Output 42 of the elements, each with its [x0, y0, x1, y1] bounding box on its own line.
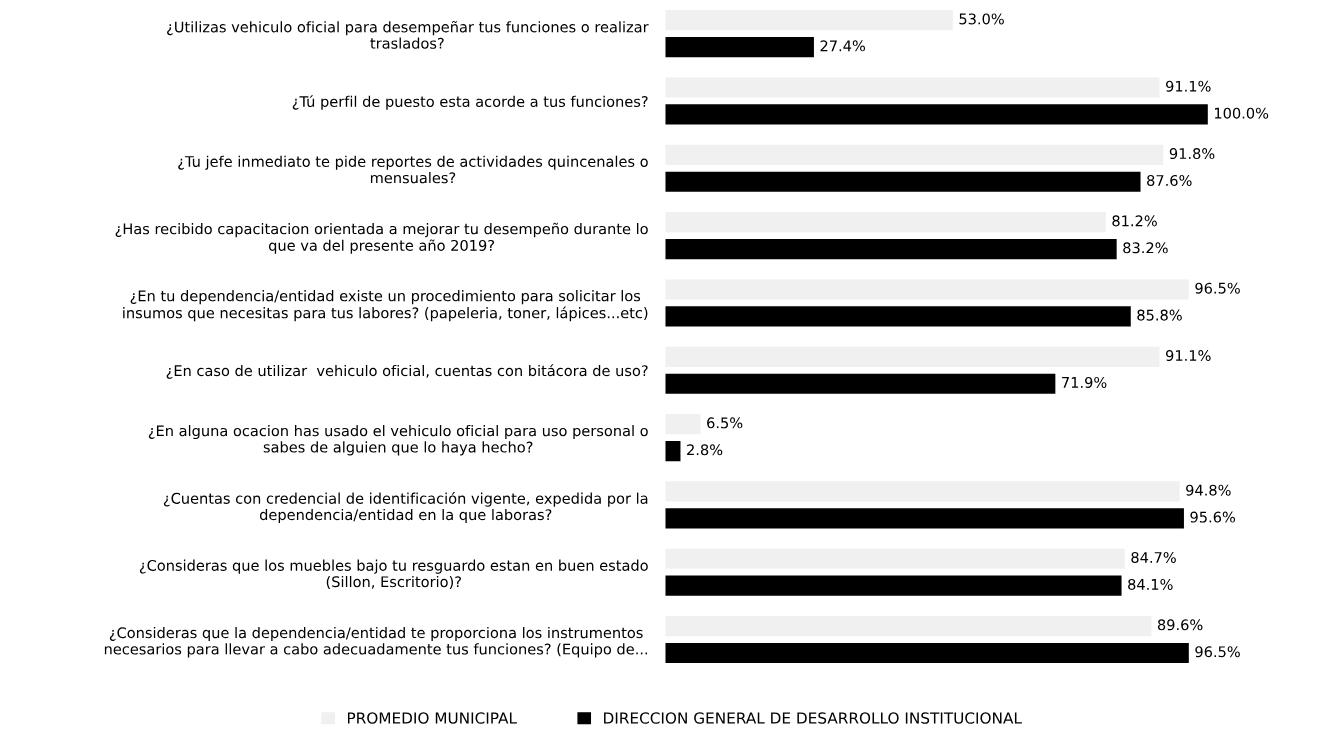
data-label: 53.0% — [959, 13, 1004, 25]
bar — [665, 575, 1122, 596]
legend-label: DIRECCION GENERAL DE DESARROLLO INSTITUCIONAL — [604, 712, 1022, 724]
bar — [665, 238, 1117, 260]
data-label: 83.2% — [1123, 242, 1168, 254]
data-label: 91.1% — [1166, 350, 1211, 362]
bar — [665, 306, 1131, 327]
data-label: 84.7% — [1131, 551, 1176, 563]
bar — [665, 373, 1056, 394]
bar — [665, 508, 1184, 529]
y-tick-label: ¿Cuentas con credencial de identificación vigente, expedida por la dependencia/entidad en la que laboras? — [163, 492, 648, 524]
data-label: 2.8% — [687, 444, 723, 456]
y-tick-label: ¿En alguna ocacion has usado el vehiculo oficial para uso personal o sabes de alguien que lo haya hecho? — [148, 424, 648, 456]
data-label: 85.8% — [1137, 309, 1182, 321]
data-label: 100.0% — [1214, 107, 1269, 119]
bar — [665, 440, 681, 462]
data-label: 89.6% — [1157, 619, 1203, 631]
data-label: 95.6% — [1190, 511, 1236, 523]
data-label: 71.9% — [1062, 376, 1107, 388]
y-tick-label: ¿Consideras que los muebles bajo tu resguardo estan en buen estado (Sillon, Escritorio)? — [139, 559, 648, 589]
y-tick-label: ¿En caso de utilizar vehiculo oficial, cuentas con bitácora de uso? — [166, 364, 648, 379]
y-tick-label: ¿Consideras que la dependencia/entidad te proporciona los instrumentos necesarios para llevar a cabo adecuadamente tus funciones? (Equipo de... — [104, 626, 648, 658]
y-tick-label: ¿Utilizas vehiculo oficial para desempeñar tus funciones o realizar traslados? — [167, 20, 649, 49]
data-label: 87.6% — [1147, 174, 1192, 186]
y-tick-label: ¿Has recibido capacitacion orientada a mejorar tu desempeño durante lo que va del presente año 2019? — [115, 222, 648, 254]
data-label: 84.1% — [1128, 578, 1173, 590]
data-label: 27.4% — [820, 40, 866, 52]
data-label: 96.5% — [1195, 646, 1240, 658]
data-label: 6.5% — [707, 417, 743, 429]
legend-label: PROMEDIO MUNICIPAL — [347, 712, 517, 724]
bar — [665, 171, 1141, 192]
data-label: 81.2% — [1112, 215, 1157, 227]
y-tick-label: ¿En tu dependencia/entidad existe un procedimiento para solicitar los insumos que necesitas para tus labores? (papeleria, toner, lápices...etc) — [123, 290, 648, 322]
bar — [665, 104, 1208, 125]
bar — [665, 37, 814, 58]
bar — [665, 642, 1189, 664]
data-label: 96.5% — [1195, 282, 1240, 294]
data-label: 91.8% — [1169, 148, 1215, 160]
y-tick-label: ¿Tu jefe inmediato te pide reportes de actividades quincenales o mensuales? — [178, 155, 648, 184]
y-tick-label: ¿Tú perfil de puesto esta acorde a tus funciones? — [292, 95, 648, 110]
data-label: 91.1% — [1166, 80, 1211, 92]
data-label: 94.8% — [1186, 484, 1231, 496]
